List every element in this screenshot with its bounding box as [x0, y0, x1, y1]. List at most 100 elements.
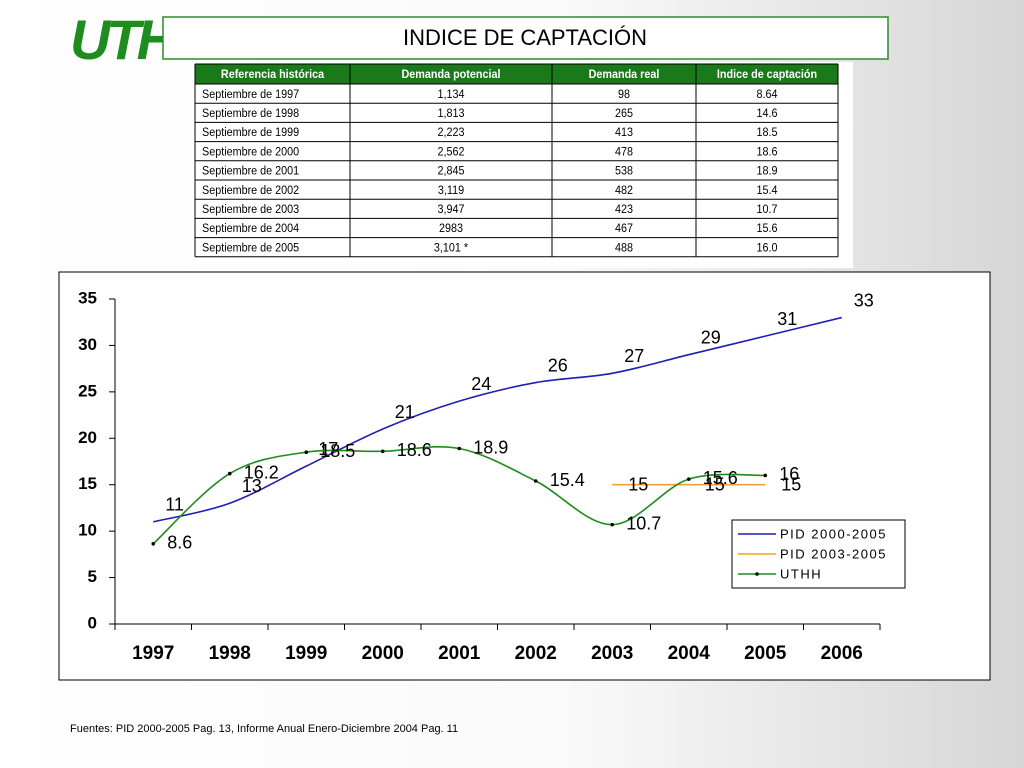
table-cell: 18.9 — [756, 165, 777, 178]
table-cell: 2,223 — [437, 127, 464, 140]
y-tick-label: 30 — [78, 335, 97, 354]
data-label: 15.4 — [550, 470, 585, 490]
x-tick-label: 2001 — [438, 643, 481, 664]
y-tick-label: 10 — [78, 521, 97, 540]
data-label: 24 — [471, 374, 491, 394]
table-cell: 18.5 — [756, 127, 777, 140]
table-cell: 15.6 — [756, 223, 777, 236]
table-cell: 3,947 — [437, 204, 464, 217]
table-cell: 265 — [615, 108, 633, 121]
table-cell: 15.4 — [756, 184, 778, 197]
table-cell: 16.0 — [756, 242, 777, 255]
x-tick-label: 1999 — [285, 643, 327, 664]
legend-label: PID 2000-2005 — [780, 526, 887, 541]
table-cell: 2983 — [439, 223, 463, 236]
table-cell: 413 — [615, 127, 633, 140]
table-cell: Septiembre de 2004 — [202, 223, 300, 236]
data-label: 16 — [779, 464, 799, 484]
data-label: 8.6 — [167, 533, 192, 553]
y-tick-label: 5 — [88, 567, 97, 586]
y-tick-label: 25 — [78, 381, 97, 400]
y-tick-label: 35 — [78, 288, 97, 307]
table-cell: 18.6 — [756, 146, 777, 159]
data-label: 10.7 — [626, 513, 661, 533]
table-cell: 538 — [615, 165, 633, 178]
data-label: 15.6 — [703, 468, 738, 488]
data-label: 18.9 — [473, 437, 508, 457]
table-cell: 98 — [618, 88, 630, 101]
point-marker — [457, 446, 462, 451]
table-cell: Septiembre de 2003 — [202, 204, 299, 217]
table-cell: Septiembre de 2000 — [202, 146, 299, 159]
series-line — [153, 316, 842, 523]
table-header-bg — [195, 64, 838, 84]
table-cell: Septiembre de 1997 — [202, 88, 299, 101]
x-tick-label: 1997 — [132, 643, 174, 664]
point-marker — [686, 477, 691, 481]
y-tick-label: 0 — [88, 613, 97, 632]
table-cell: 8.64 — [756, 88, 778, 101]
data-label: 13 — [242, 476, 262, 496]
table-cell: 2,845 — [437, 165, 464, 178]
x-tick-label: 2002 — [515, 643, 557, 664]
data-label: 29 — [701, 327, 721, 347]
table: Referencia histórica Demanda potencial Dem… — [194, 63, 839, 258]
data-label: 17 — [318, 439, 338, 459]
table-cell: 3,119 — [438, 184, 464, 197]
table-cell: Septiembre de 1998 — [202, 108, 299, 121]
data-label: 18.6 — [397, 440, 432, 460]
table-panel — [188, 62, 853, 268]
table-cell: 1,813 — [437, 108, 464, 121]
point-marker — [151, 541, 156, 546]
table-cell: 467 — [615, 223, 633, 236]
table-cell: 14.6 — [756, 108, 777, 121]
x-tick-label: 2004 — [668, 643, 711, 664]
legend-marker — [755, 572, 759, 576]
x-tick-label: 2006 — [821, 643, 863, 664]
table-cell: 423 — [615, 204, 633, 217]
table-cell: 10.7 — [756, 204, 777, 217]
data-label: 21 — [395, 402, 415, 422]
data-label: 26 — [548, 355, 568, 375]
y-tick-label: 15 — [78, 474, 97, 493]
x-tick-label: 1998 — [209, 643, 251, 664]
slide-title: INDICE DE CAPTACIÓN — [403, 25, 647, 50]
table-cell: Septiembre de 2005 — [202, 242, 299, 255]
point-marker — [610, 522, 615, 527]
legend-label: UTHH — [780, 566, 822, 581]
table-header-cell: Indice de captación — [717, 69, 817, 82]
y-tick-label: 20 — [78, 428, 97, 447]
table-header-cell: Demanda real — [589, 69, 660, 82]
data-label: 15 — [781, 474, 801, 494]
chart: 0 5 10 15 20 25 30 35 1997 1998 1999 2000 2001 2002 20… — [78, 288, 906, 664]
point-marker — [533, 479, 538, 483]
table-cell: Septiembre de 1999 — [202, 127, 299, 140]
table-cell: Septiembre de 2002 — [202, 184, 299, 197]
table-header-cell: Demanda potencial — [402, 69, 501, 82]
table-cell: Septiembre de 2001 — [202, 165, 299, 178]
data-label: 27 — [624, 346, 644, 366]
point-marker — [763, 473, 768, 478]
legend-label: PID 2003-2005 — [780, 546, 887, 561]
table-cell: 482 — [615, 184, 633, 197]
table-cell: 488 — [615, 242, 633, 255]
point-marker — [380, 449, 385, 454]
x-tick-label: 2003 — [591, 643, 633, 664]
table-cell: 1,134 — [437, 88, 465, 101]
data-label: 11 — [165, 495, 184, 515]
x-tick-label: 2000 — [362, 643, 404, 664]
data-label: 33 — [854, 290, 874, 310]
table-header-cell: Referencia histórica — [221, 69, 325, 82]
table-cell: 2,562 — [437, 146, 464, 159]
title-box — [162, 16, 889, 60]
x-tick-label: 2005 — [744, 643, 787, 664]
point-marker — [227, 471, 232, 476]
data-label: 16.2 — [244, 462, 279, 482]
data-label: 15 — [628, 474, 648, 494]
data-label: 15 — [705, 474, 725, 494]
data-label: 18.5 — [320, 441, 355, 461]
footer-note: Fuentes: PID 2000-2005 Pag. 13, Informe … — [70, 723, 458, 735]
table-cell: 478 — [615, 146, 633, 159]
data-label: 31 — [777, 309, 797, 329]
